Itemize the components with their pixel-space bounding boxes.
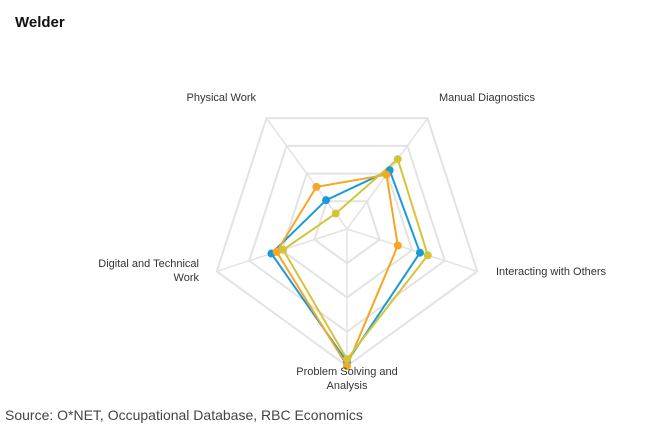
axis-label-line: Interacting with Others [496,266,607,278]
series-lines [270,157,429,369]
data-point [393,155,402,164]
series-line [270,168,422,364]
data-point [279,245,288,254]
grid-ring [248,144,446,333]
data-point [322,196,331,205]
axis-label: Digital and Technical Work [98,258,199,284]
axis-label: Interacting with Others [496,266,607,278]
axis-label-line: Physical Work [187,92,257,104]
data-point [272,247,281,256]
data-point [331,209,340,218]
data-point [382,170,391,179]
axis-label-line: Digital and Technical [98,258,199,270]
series-line [281,157,429,361]
axis-label-line: Analysis [327,380,368,392]
grid-spoke [346,228,478,273]
axis-label: Physical Work [187,92,257,104]
axis-label: Problem Solving and Analysis [296,366,398,392]
data-point [393,241,402,250]
data-point [343,362,351,370]
data-point [312,182,321,191]
radar-grid [215,117,479,368]
series-line [275,173,399,369]
axis-label-line: Manual Diagnostics [439,92,535,104]
chart-title: Welder [15,14,65,31]
axis-label: Manual Diagnostics [439,92,535,104]
grid-ring [280,172,414,299]
axis-label-line: Problem Solving and [296,366,398,378]
axis-label-line: Work [174,272,200,284]
source-note: Source: O*NET, Occupational Database, RB… [5,407,363,423]
series-points [267,155,432,370]
data-point [415,248,424,257]
data-point [423,251,432,260]
axis-labels: Physical Work Manual Diagnostics Interacti… [98,92,606,392]
grid-ring [215,117,479,368]
data-point [343,355,351,364]
grid-ring [313,200,381,265]
